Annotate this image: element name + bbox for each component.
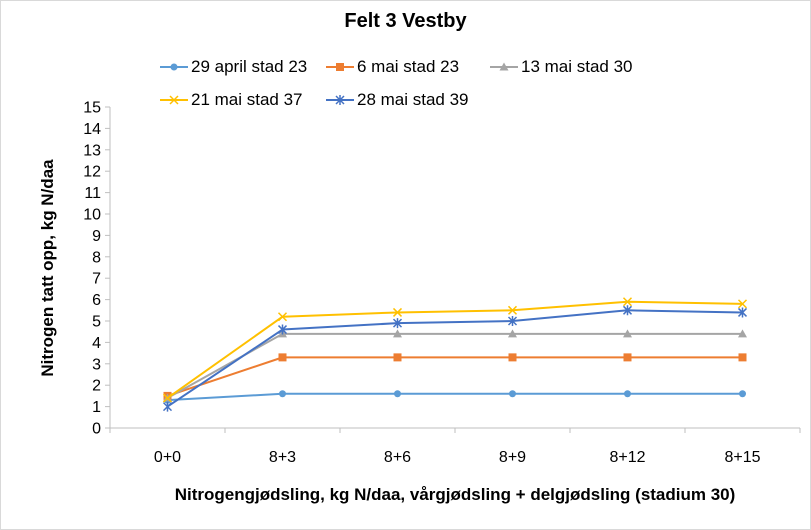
y-tick-label: 12 [83,164,101,181]
data-point-series-4 [392,307,403,317]
legend-item-series-5: 28 mai stad 39 [326,89,469,111]
x-tick-label: 0+0 [154,449,181,466]
y-tick-label: 14 [83,121,101,138]
data-point-series-3 [393,329,402,338]
data-point-series-4 [737,299,748,309]
data-point-series-1 [739,390,746,398]
legend-item-series-4: 21 mai stad 37 [160,89,303,111]
chart-title: Felt 3 Vestby [344,10,467,32]
legend-label: 21 mai stad 37 [191,90,303,109]
data-point-series-4 [277,312,288,322]
y-tick-label: 8 [92,249,101,266]
data-point-series-5 [507,316,518,326]
data-point-series-2 [393,353,402,362]
legend-marker-x-icon [160,95,188,105]
y-tick-label: 11 [84,185,101,202]
legend-marker-square-icon [326,63,354,71]
y-tick-label: 13 [83,142,101,159]
legend-item-series-1: 29 april stad 23 [160,56,307,78]
y-tick-label: 5 [92,314,101,331]
y-tick-label: 1 [92,399,101,416]
data-point-series-3 [508,329,517,338]
legend-label: 6 mai stad 23 [357,57,460,76]
x-tick-label: 8+3 [269,449,296,466]
series-line-2 [167,356,743,397]
y-tick-label: 9 [92,228,101,245]
series-line-4 [166,300,743,399]
y-tick-label: 0 [92,421,101,438]
data-point-series-3 [738,329,747,338]
data-point-series-3 [623,329,632,338]
legend-item-series-2: 6 mai stad 23 [326,56,459,78]
data-point-series-4 [622,297,633,307]
data-point-series-5 [162,401,173,412]
data-point-series-5 [622,305,633,316]
x-tick-label: 8+15 [724,449,760,466]
legend-label: 28 mai stad 39 [357,90,469,109]
legend-label: 29 april stad 23 [191,57,308,76]
y-tick-label: 7 [92,271,101,288]
legend-marker-circle-icon [160,63,188,71]
x-tick-label: 8+6 [384,449,411,466]
data-point-series-1 [279,390,286,398]
y-tick-label: 6 [92,292,101,309]
series-line-1 [167,392,743,402]
y-tick-label: 15 [83,100,101,117]
series-line-3 [167,332,743,399]
data-point-series-5 [737,307,748,318]
data-point-series-2 [508,353,517,362]
y-tick-label: 3 [92,356,101,373]
legend-marker-triangle-icon [490,62,518,71]
x-tick-label: 8+12 [609,449,645,466]
data-point-series-5 [277,324,288,335]
y-tick-label: 4 [92,335,101,352]
x-tick-label: 8+9 [499,449,526,466]
data-point-series-4 [507,305,518,315]
legend-item-series-3: 13 mai stad 30 [490,56,633,78]
data-point-series-1 [624,390,631,398]
legend-label: 13 mai stad 30 [521,57,633,76]
data-point-series-2 [278,353,287,362]
data-point-series-5 [392,318,403,329]
data-point-series-2 [623,353,632,362]
x-axis-label: Nitrogengjødsling, kg N/daa, vårgjødslin… [174,485,736,504]
y-tick-label: 10 [83,207,101,224]
data-point-series-1 [394,390,401,398]
y-tick-label: 2 [92,378,101,395]
series-line-5 [166,309,743,408]
data-point-series-1 [509,390,516,398]
data-point-series-2 [738,353,747,362]
y-axis-label: Nitrogen tatt opp, kg N/daa [38,159,57,377]
data-point-series-4 [162,393,173,403]
legend-marker-star-icon [326,95,354,105]
